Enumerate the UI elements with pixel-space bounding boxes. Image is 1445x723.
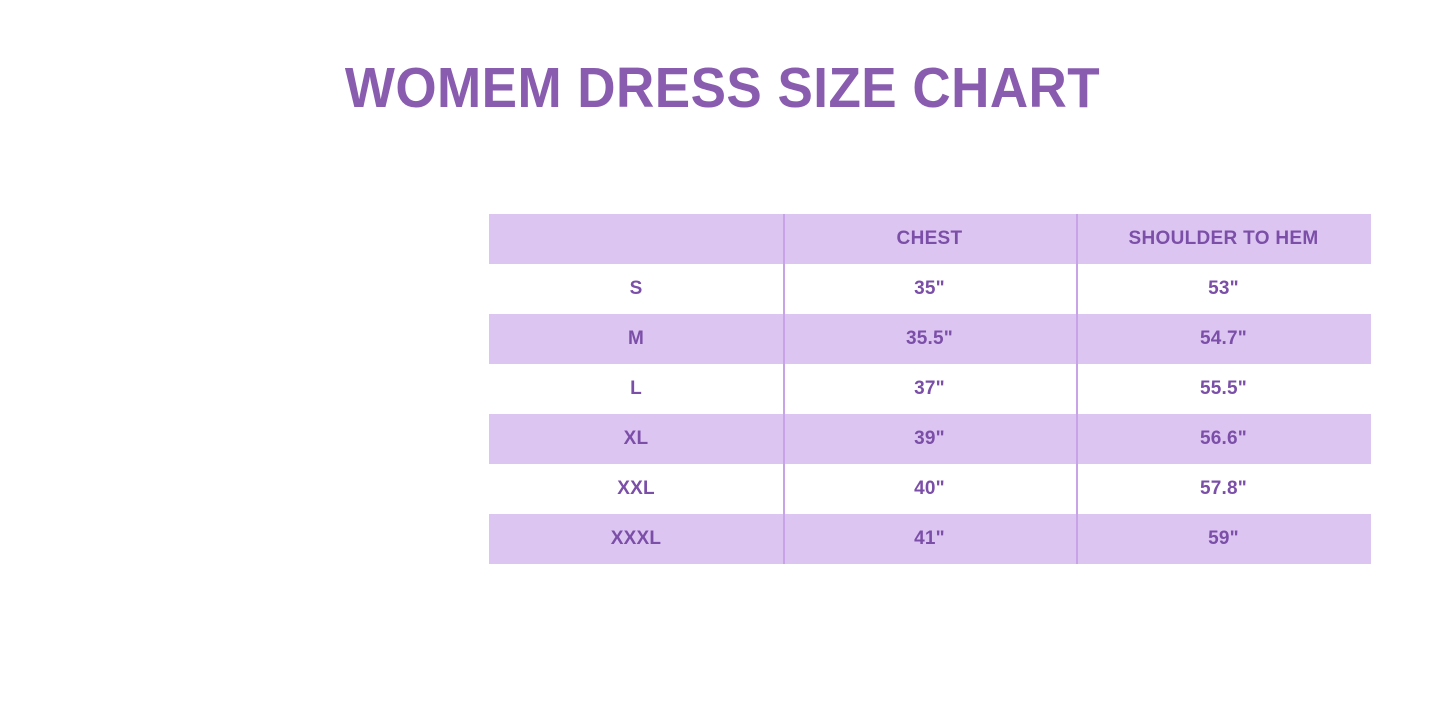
cell-shoulder-to-hem: 59" — [1076, 514, 1371, 564]
cell-chest: 35.5" — [783, 314, 1076, 364]
cell-shoulder-to-hem: 54.7" — [1076, 314, 1371, 364]
page-title: WOMEM DRESS SIZE CHART — [344, 56, 1101, 120]
column-header-chest: CHEST — [783, 214, 1076, 264]
cell-size: XXL — [489, 464, 783, 514]
column-header-size — [489, 214, 783, 264]
cell-shoulder-to-hem: 56.6" — [1076, 414, 1371, 464]
cell-size: XL — [489, 414, 783, 464]
cell-shoulder-to-hem: 53" — [1076, 264, 1371, 314]
cell-size: L — [489, 364, 783, 414]
cell-chest: 37" — [783, 364, 1076, 414]
table-row: S 35" 53" — [489, 264, 1371, 314]
cell-size: S — [489, 264, 783, 314]
table-row: XL 39" 56.6" — [489, 414, 1371, 464]
cell-shoulder-to-hem: 57.8" — [1076, 464, 1371, 514]
cell-chest: 35" — [783, 264, 1076, 314]
cell-size: XXXL — [489, 514, 783, 564]
cell-shoulder-to-hem: 55.5" — [1076, 364, 1371, 414]
cell-chest: 40" — [783, 464, 1076, 514]
size-chart-table: CHEST SHOULDER TO HEM S 35" 53" M 35.5" … — [489, 214, 1371, 564]
table-row: L 37" 55.5" — [489, 364, 1371, 414]
table-row: XXXL 41" 59" — [489, 514, 1371, 564]
table-header-row: CHEST SHOULDER TO HEM — [489, 214, 1371, 264]
cell-size: M — [489, 314, 783, 364]
cell-chest: 39" — [783, 414, 1076, 464]
cell-chest: 41" — [783, 514, 1076, 564]
table-row: M 35.5" 54.7" — [489, 314, 1371, 364]
column-header-shoulder-to-hem: SHOULDER TO HEM — [1076, 214, 1371, 264]
table-row: XXL 40" 57.8" — [489, 464, 1371, 514]
